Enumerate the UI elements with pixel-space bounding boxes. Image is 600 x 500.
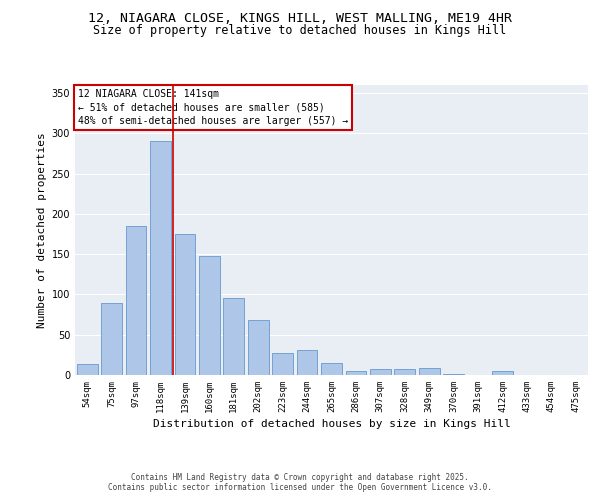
- Text: Contains HM Land Registry data © Crown copyright and database right 2025.
Contai: Contains HM Land Registry data © Crown c…: [108, 473, 492, 492]
- Bar: [321, 363, 342, 375]
- Bar: [419, 368, 440, 375]
- Text: Size of property relative to detached houses in Kings Hill: Size of property relative to detached ho…: [94, 24, 506, 37]
- Bar: [370, 370, 391, 375]
- Bar: [492, 371, 513, 375]
- Bar: [150, 142, 171, 375]
- X-axis label: Distribution of detached houses by size in Kings Hill: Distribution of detached houses by size …: [152, 419, 511, 429]
- Bar: [248, 320, 269, 375]
- Bar: [346, 371, 367, 375]
- Bar: [199, 256, 220, 375]
- Text: 12, NIAGARA CLOSE, KINGS HILL, WEST MALLING, ME19 4HR: 12, NIAGARA CLOSE, KINGS HILL, WEST MALL…: [88, 12, 512, 26]
- Y-axis label: Number of detached properties: Number of detached properties: [37, 132, 47, 328]
- Bar: [443, 374, 464, 375]
- Bar: [394, 370, 415, 375]
- Bar: [101, 302, 122, 375]
- Bar: [223, 298, 244, 375]
- Bar: [296, 350, 317, 375]
- Bar: [125, 226, 146, 375]
- Bar: [272, 353, 293, 375]
- Bar: [175, 234, 196, 375]
- Text: 12 NIAGARA CLOSE: 141sqm
← 51% of detached houses are smaller (585)
48% of semi-: 12 NIAGARA CLOSE: 141sqm ← 51% of detach…: [77, 90, 348, 126]
- Bar: [77, 364, 98, 375]
